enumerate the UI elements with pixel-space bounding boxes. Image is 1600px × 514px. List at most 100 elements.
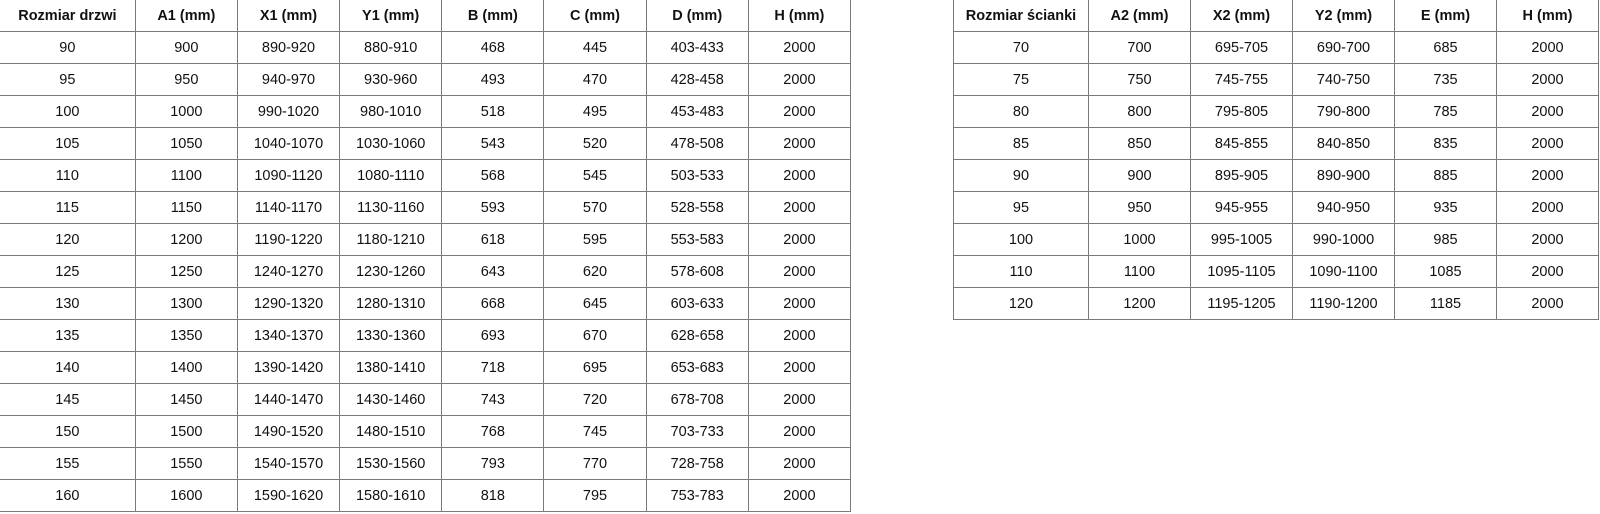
table-cell: 795-805	[1190, 95, 1293, 128]
table-cell: 2000	[747, 415, 852, 448]
table-row: 95 950 945-955 940-950 935 2000	[953, 191, 1599, 224]
table-cell: 2000	[747, 479, 852, 512]
table-cell: 428-458	[645, 63, 749, 96]
table-cell: 990-1000	[1292, 223, 1395, 256]
table-row: 95 950 940-970 930-960 493 470 428-458 2000	[0, 63, 852, 96]
table-cell: 110	[953, 255, 1089, 288]
table-cell: 570	[543, 191, 647, 224]
table-cell: 2000	[1496, 255, 1599, 288]
table-row: 70 700 695-705 690-700 685 2000	[953, 31, 1599, 64]
table-cell: 793	[441, 447, 545, 480]
table-cell: 445	[543, 31, 647, 64]
table-cell: 115	[0, 191, 136, 224]
table-cell: 835	[1394, 127, 1497, 160]
table-row: 100 1000 990-1020 980-1010 518 495 453-483 2000	[0, 95, 852, 128]
table-row: 135 1350 1340-1370 1330-1360 693 670 628-658 20…	[0, 319, 852, 352]
table-cell: 930-960	[339, 63, 443, 96]
table-cell: 1190-1220	[236, 223, 341, 256]
column-header: Rozmiar drzwi	[0, 0, 136, 32]
table-row: 80 800 795-805 790-800 785 2000	[953, 95, 1599, 128]
table-cell: 518	[441, 95, 545, 128]
table-cell: 85	[953, 127, 1089, 160]
table-cell: 1185	[1394, 287, 1497, 320]
table-cell: 690-700	[1292, 31, 1395, 64]
table-cell: 1390-1420	[236, 351, 341, 384]
table-cell: 653-683	[645, 351, 749, 384]
column-header: H (mm)	[747, 0, 852, 32]
table-cell: 140	[0, 351, 136, 384]
table-cell: 620	[543, 255, 647, 288]
wall-size-table: Rozmiar ścianki A2 (mm) X2 (mm) Y2 (mm) E (m…	[953, 0, 1599, 320]
table-cell: 1280-1310	[339, 287, 443, 320]
table-cell: 468	[441, 31, 545, 64]
table-cell: 2000	[1496, 287, 1599, 320]
table-cell: 105	[0, 127, 136, 160]
table-cell: 628-658	[645, 319, 749, 352]
table-cell: 900	[134, 31, 238, 64]
table-cell: 800	[1088, 95, 1191, 128]
column-header: H (mm)	[1496, 0, 1599, 32]
table-cell: 1130-1160	[339, 191, 443, 224]
table-cell: 1250	[134, 255, 238, 288]
column-header: Rozmiar ścianki	[953, 0, 1089, 32]
table-cell: 895-905	[1190, 159, 1293, 192]
table-cell: 1540-1570	[236, 447, 341, 480]
table-cell: 1180-1210	[339, 223, 443, 256]
table-cell: 2000	[747, 383, 852, 416]
table-cell: 1200	[134, 223, 238, 256]
table-cell: 70	[953, 31, 1089, 64]
table-row: 145 1450 1440-1470 1430-1460 743 720 678-708 20…	[0, 383, 852, 416]
table-cell: 1400	[134, 351, 238, 384]
table-cell: 685	[1394, 31, 1497, 64]
table-cell: 2000	[747, 255, 852, 288]
table-cell: 768	[441, 415, 545, 448]
table-cell: 595	[543, 223, 647, 256]
table-cell: 850	[1088, 127, 1191, 160]
table-cell: 1030-1060	[339, 127, 443, 160]
table-cell: 1150	[134, 191, 238, 224]
table-cell: 2000	[747, 127, 852, 160]
table-cell: 603-633	[645, 287, 749, 320]
table-cell: 1380-1410	[339, 351, 443, 384]
table-row: 130 1300 1290-1320 1280-1310 668 645 603-633 20…	[0, 287, 852, 320]
table-row: 85 850 845-855 840-850 835 2000	[953, 127, 1599, 160]
table-cell: 1490-1520	[236, 415, 341, 448]
table-cell: 120	[953, 287, 1089, 320]
table-cell: 1290-1320	[236, 287, 341, 320]
table-row: 140 1400 1390-1420 1380-1410 718 695 653-683 20…	[0, 351, 852, 384]
table-cell: 790-800	[1292, 95, 1395, 128]
table-cell: 2000	[747, 31, 852, 64]
table-cell: 1190-1200	[1292, 287, 1395, 320]
table-cell: 2000	[1496, 31, 1599, 64]
table-cell: 1040-1070	[236, 127, 341, 160]
table-cell: 703-733	[645, 415, 749, 448]
table-row: 90 900 895-905 890-900 885 2000	[953, 159, 1599, 192]
table-cell: 740-750	[1292, 63, 1395, 96]
column-header: A2 (mm)	[1088, 0, 1191, 32]
table-row: 125 1250 1240-1270 1230-1260 643 620 578-608 20…	[0, 255, 852, 288]
door-size-table: Rozmiar drzwi A1 (mm) X1 (mm) Y1 (mm) B (mm)…	[0, 0, 852, 512]
table-row: 120 1200 1190-1220 1180-1210 618 595 553-583 20…	[0, 223, 852, 256]
table-cell: 618	[441, 223, 545, 256]
table-cell: 670	[543, 319, 647, 352]
table-cell: 120	[0, 223, 136, 256]
table-cell: 1090-1120	[236, 159, 341, 192]
table-header-row: Rozmiar ścianki A2 (mm) X2 (mm) Y2 (mm) E (m…	[953, 0, 1599, 32]
table-cell: 995-1005	[1190, 223, 1293, 256]
table-cell: 130	[0, 287, 136, 320]
table-cell: 495	[543, 95, 647, 128]
table-cell: 100	[953, 223, 1089, 256]
table-cell: 2000	[747, 63, 852, 96]
table-cell: 2000	[747, 95, 852, 128]
table-row: 120 1200 1195-1205 1190-1200 1185 2000	[953, 287, 1599, 320]
table-cell: 2000	[1496, 191, 1599, 224]
table-cell: 728-758	[645, 447, 749, 480]
table-row: 160 1600 1590-1620 1580-1610 818 795 753-783 20…	[0, 479, 852, 512]
table-cell: 110	[0, 159, 136, 192]
table-cell: 890-900	[1292, 159, 1395, 192]
table-cell: 470	[543, 63, 647, 96]
table-row: 105 1050 1040-1070 1030-1060 543 520 478-508 20…	[0, 127, 852, 160]
table-cell: 125	[0, 255, 136, 288]
table-cell: 718	[441, 351, 545, 384]
table-cell: 900	[1088, 159, 1191, 192]
